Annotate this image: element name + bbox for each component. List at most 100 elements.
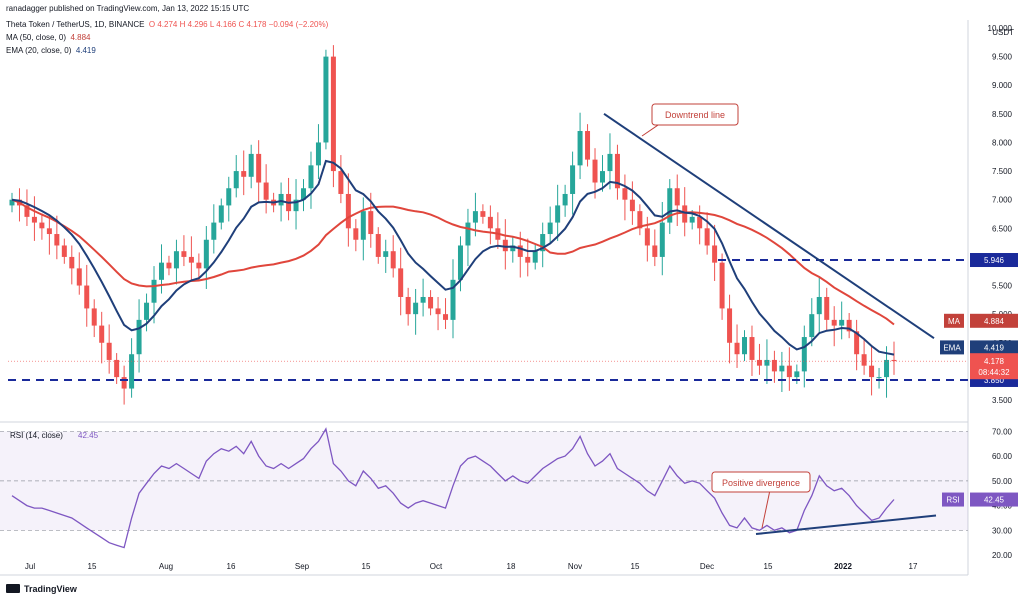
price-tick-label: 9.500 <box>992 53 1013 62</box>
price-tick-label: 7.500 <box>992 167 1013 176</box>
candle-body <box>794 371 800 378</box>
candle-body <box>809 314 815 338</box>
ema-label: EMA (20, close, 0) <box>6 46 72 55</box>
time-tick-label: 15 <box>631 562 640 571</box>
candle-body <box>353 228 359 240</box>
divergence-callout-pointer <box>761 489 771 529</box>
candle-body <box>622 188 628 200</box>
candle-body <box>46 228 52 235</box>
rsi-header-value: 42.45 <box>78 431 99 440</box>
candle-body <box>54 234 60 246</box>
candle-body <box>106 342 112 360</box>
candle-body <box>375 234 381 257</box>
candle-body <box>39 222 45 229</box>
candle-body <box>555 205 561 223</box>
time-tick-label: Aug <box>159 562 173 571</box>
candle-body <box>547 222 553 235</box>
ema-tag: EMA <box>943 343 961 352</box>
candle-body <box>188 256 194 263</box>
tradingview-footer: TradingView <box>6 584 77 594</box>
candle-body <box>764 359 770 366</box>
support-badge: 3.850 <box>984 376 1005 385</box>
candle-body <box>69 256 75 269</box>
ohlc-values: O 4.274 H 4.296 L 4.166 C 4.178 −0.094 (… <box>148 20 329 29</box>
candle-body <box>443 314 449 320</box>
rsi-tick-label: 60.00 <box>992 452 1013 461</box>
countdown-badge: 08:44:32 <box>978 368 1010 377</box>
time-tick-label: Nov <box>568 562 582 571</box>
candle-body <box>114 359 120 378</box>
candle-body <box>689 216 695 223</box>
candle-body <box>756 359 762 366</box>
rsi-value-badge: 42.45 <box>984 496 1005 505</box>
ma-value-badge: 4.884 <box>984 317 1005 326</box>
price-tick-label: 10.000 <box>988 24 1013 33</box>
price-tick-label: 8.000 <box>992 138 1013 147</box>
candle-body <box>76 268 82 286</box>
symbol-header: Theta Token / TetherUS, 1D, BINANCE O 4.… <box>6 20 328 29</box>
currency-label: USDT <box>992 28 1014 37</box>
candle-body <box>644 228 650 246</box>
divergence-callout-box <box>711 471 811 493</box>
candle-body <box>9 199 15 206</box>
candle-body <box>383 251 389 257</box>
candle-body <box>457 245 463 280</box>
candle-body <box>315 142 321 166</box>
candle-body <box>614 153 620 189</box>
divergence-callout-text: Positive divergence <box>722 478 800 488</box>
candle-body <box>727 308 733 343</box>
symbol-title: Theta Token / TetherUS, 1D, BINANCE <box>6 20 145 29</box>
candle-body <box>846 319 852 332</box>
candle-body <box>629 199 635 212</box>
time-tick-label: 16 <box>227 562 236 571</box>
candle-body <box>502 239 508 252</box>
ma-legend: MA (50, close, 0) 4.884 <box>6 33 91 42</box>
downtrend-callout-box <box>651 103 739 126</box>
candle-body <box>405 296 411 315</box>
time-tick-label: 15 <box>88 562 97 571</box>
ema20-line <box>11 159 895 356</box>
candle-body <box>181 251 187 257</box>
time-tick-label: 18 <box>507 562 516 571</box>
candle-body <box>771 359 777 372</box>
candle-body <box>659 222 665 257</box>
brand-name: TradingView <box>24 584 77 594</box>
candle-body <box>891 359 897 362</box>
ema-tag-bg <box>940 340 964 355</box>
price-tick-label: 6.500 <box>992 224 1013 233</box>
candle-body <box>345 193 351 229</box>
candle-body <box>599 171 605 183</box>
time-tick-label: Jul <box>25 562 35 571</box>
candle-body <box>801 337 807 372</box>
rsi-line <box>11 427 895 549</box>
candle-body <box>151 279 157 303</box>
candle-body <box>854 331 860 355</box>
ma-tag-bg <box>944 313 964 328</box>
downtrend-callout-text: Downtrend line <box>665 110 725 120</box>
candle-body <box>233 171 239 189</box>
candle-body <box>667 188 673 223</box>
candle-body <box>697 216 703 229</box>
rsi-header-label: RSI (14, close) <box>10 431 63 440</box>
candle-body <box>540 234 546 252</box>
candle-body <box>121 377 127 389</box>
candle-body <box>734 342 740 355</box>
candle-body <box>61 245 67 257</box>
candle-body <box>91 308 97 326</box>
candle-body <box>712 245 718 263</box>
time-tick-label: Oct <box>430 562 443 571</box>
downtrend-line <box>603 113 935 340</box>
candle-body <box>719 262 725 309</box>
candle-body <box>263 182 269 200</box>
candle-body <box>525 256 531 263</box>
candle-body <box>203 239 209 269</box>
candle-body <box>173 251 179 269</box>
time-tick-label: 15 <box>362 562 371 571</box>
ma-tag: MA <box>948 317 961 326</box>
rsi-tag: RSI <box>946 496 959 505</box>
candle-body <box>278 193 284 206</box>
candle-body <box>420 296 426 303</box>
candle-body <box>196 262 202 269</box>
candle-body <box>839 319 845 326</box>
